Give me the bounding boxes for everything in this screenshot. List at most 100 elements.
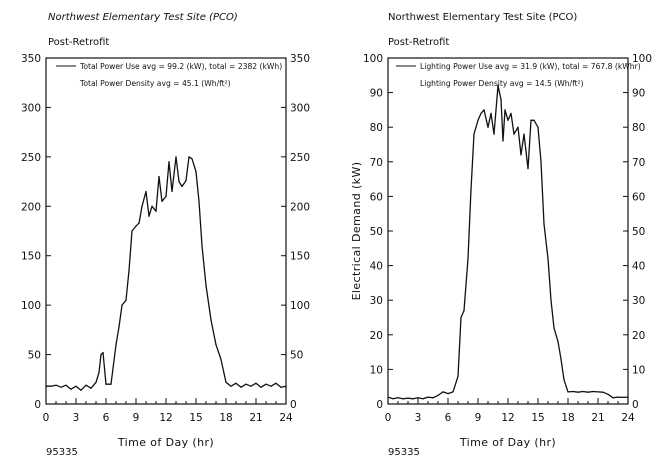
- left-data-point: [105, 383, 107, 385]
- left-x-axis-title: Time of Day (hr): [117, 436, 214, 449]
- right-data-point: [507, 119, 509, 121]
- right-ytick-label-right: 20: [632, 330, 645, 342]
- right-data-point: [463, 309, 465, 312]
- right-ytick-label-left: 20: [370, 330, 383, 342]
- right-ytick-label-left: 80: [370, 122, 383, 134]
- right-ytick-label-right: 70: [632, 157, 645, 169]
- right-data-point: [490, 112, 492, 114]
- left-data-point: [255, 382, 257, 384]
- left-data-point: [165, 195, 167, 197]
- right-data-point: [417, 397, 419, 399]
- left-data-point: [158, 176, 160, 178]
- right-ytick-label-right: 90: [632, 88, 645, 100]
- right-data-point: [523, 133, 525, 135]
- right-data-point: [387, 396, 389, 398]
- right-series-line: [387, 85, 629, 400]
- left-data-point: [151, 205, 153, 207]
- left-ytick-label-right: 250: [290, 152, 310, 164]
- right-xtick-label: 24: [621, 412, 635, 424]
- left-xtick-label: 9: [133, 412, 140, 424]
- left-xtick-label: 0: [43, 412, 50, 424]
- left-data-point: [131, 230, 133, 232]
- right-data-point: [483, 109, 485, 111]
- right-legend-line-2: Lighting Power Density avg = 14.5 (Wh/ft…: [420, 79, 584, 88]
- right-data-point: [572, 390, 574, 393]
- left-data-point: [285, 385, 287, 387]
- right-data-point: [497, 85, 499, 87]
- right-y-axis-title: Electrical Demand (kW): [350, 162, 363, 301]
- left-data-point: [141, 205, 143, 207]
- right-data-point: [457, 375, 459, 377]
- right-data-point: [392, 398, 394, 400]
- right-data-point: [470, 188, 472, 191]
- right-ytick-label-left: 50: [370, 226, 383, 238]
- left-xtick-label: 12: [159, 412, 172, 424]
- right-data-point: [437, 394, 439, 396]
- right-data-point: [560, 358, 562, 360]
- left-ytick-label-left: 100: [21, 300, 41, 312]
- right-ytick-label-right: 60: [632, 191, 645, 203]
- right-data-point: [407, 397, 409, 399]
- right-ytick-label-right: 40: [632, 261, 645, 273]
- right-chart-subtitle: Post-Retrofit: [388, 37, 449, 48]
- left-data-point: [161, 200, 163, 202]
- left-data-point: [102, 351, 104, 354]
- left-ytick-label-right: 150: [290, 251, 310, 263]
- left-data-point: [178, 180, 180, 183]
- left-data-point: [118, 326, 120, 328]
- right-xtick-label: 6: [445, 412, 452, 424]
- left-ytick-label-right: 200: [290, 201, 310, 213]
- left-data-point: [275, 382, 277, 384]
- right-data-point: [540, 161, 542, 163]
- right-data-point: [577, 391, 579, 393]
- right-ytick-label-left: 10: [370, 364, 383, 376]
- right-xtick-label: 0: [385, 412, 392, 424]
- left-data-point: [135, 225, 137, 227]
- right-xtick-label: 15: [531, 412, 544, 424]
- right-data-point: [432, 397, 434, 399]
- right-data-point: [550, 299, 552, 301]
- right-data-point: [412, 398, 414, 400]
- right-ytick-label-left: 90: [370, 88, 383, 100]
- right-data-point: [627, 396, 629, 398]
- left-data-point: [115, 344, 117, 346]
- right-ytick-label-left: 100: [363, 53, 383, 65]
- right-ytick-label-right: 100: [632, 53, 652, 65]
- left-legend-line-1: Total Power Use avg = 99.2 (kW), total =…: [79, 62, 282, 71]
- left-data-point: [70, 388, 72, 390]
- right-legend-line-1: Lighting Power Use avg = 31.9 (kW), tota…: [420, 62, 641, 71]
- right-data-point: [504, 109, 506, 111]
- right-data-point: [473, 133, 475, 135]
- right-data-point: [520, 154, 522, 156]
- right-data-point: [422, 398, 424, 400]
- right-ytick-label-left: 40: [370, 261, 383, 273]
- right-data-point: [500, 98, 502, 101]
- left-data-point: [85, 384, 87, 386]
- right-data-point: [543, 223, 545, 225]
- right-data-point: [530, 119, 532, 121]
- right-data-point: [582, 390, 584, 393]
- right-data-point: [597, 391, 599, 393]
- left-data-point: [98, 371, 100, 373]
- left-data-point: [138, 222, 140, 224]
- right-data-point: [480, 112, 482, 114]
- left-data-point: [100, 353, 102, 356]
- left-plot-frame: [45, 57, 287, 405]
- left-data-point: [110, 383, 112, 385]
- left-data-point: [205, 284, 207, 286]
- right-ytick-label-left: 60: [370, 191, 383, 203]
- left-data-point: [155, 210, 157, 212]
- right-ytick-label-left: 70: [370, 157, 383, 169]
- left-ytick-label-left: 50: [28, 350, 41, 362]
- right-data-point: [502, 140, 504, 142]
- left-data-point: [240, 386, 242, 388]
- right-data-point: [553, 327, 555, 329]
- left-ytick-label-right: 100: [290, 300, 310, 312]
- right-data-point: [602, 391, 604, 393]
- left-data-point: [175, 156, 177, 158]
- left-data-point: [145, 190, 147, 193]
- right-data-point: [513, 133, 515, 135]
- right-data-point: [467, 258, 469, 260]
- left-ytick-label-left: 300: [21, 102, 41, 114]
- left-legend-line-2: Total Power Density avg = 45.1 (Wh/ft²): [79, 79, 231, 88]
